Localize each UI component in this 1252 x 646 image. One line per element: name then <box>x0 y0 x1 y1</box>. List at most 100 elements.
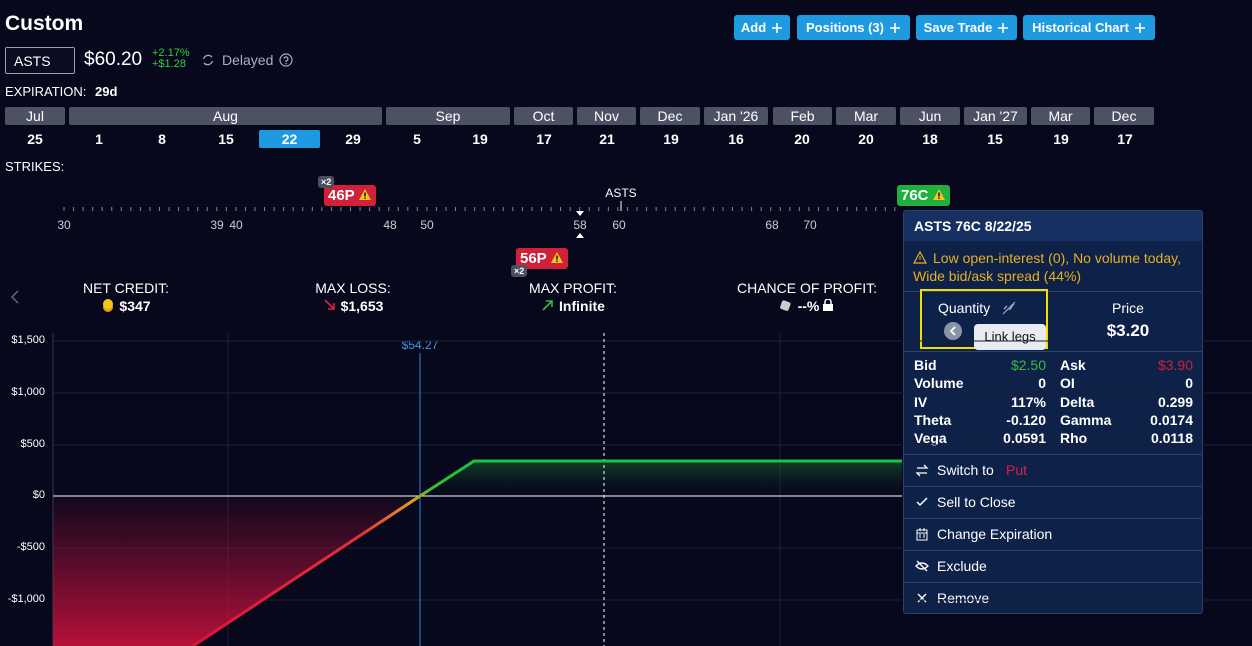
stat-label: MAX LOSS: <box>315 280 391 296</box>
date-option[interactable]: 5 <box>413 131 421 147</box>
stat-icon <box>324 299 335 310</box>
menu-item[interactable]: Switch to Put <box>904 454 1202 486</box>
month-tab[interactable]: Aug <box>69 107 382 125</box>
month-tab[interactable]: Jun <box>900 107 960 125</box>
greek-label: Vega <box>914 430 947 447</box>
lock-icon <box>823 298 834 311</box>
strike-ruler <box>63 207 896 211</box>
month-tab[interactable]: Jan '27 <box>964 107 1027 125</box>
date-option[interactable]: 16 <box>728 131 744 147</box>
button-label: Add <box>740 20 767 35</box>
greek-label: Rho <box>1060 430 1088 447</box>
menu-icon <box>916 497 928 507</box>
greek-value: 0.0118 <box>1150 430 1193 447</box>
greek-label: Theta <box>914 411 952 428</box>
month-tab[interactable]: Jul <box>5 107 65 125</box>
month-tab[interactable]: Dec <box>1094 107 1154 125</box>
strike-label: 48 <box>383 218 397 232</box>
menu-text: Remove <box>937 590 990 606</box>
date-option[interactable]: 15 <box>218 131 234 147</box>
page-title: Custom <box>5 12 84 35</box>
greek-value: 0 <box>1185 375 1193 392</box>
date-option[interactable]: 18 <box>922 131 938 147</box>
price-value: $3.20 <box>1106 321 1150 340</box>
toolbar-button[interactable]: Historical Chart <box>1023 15 1155 40</box>
change-percent: +2.17% <box>152 47 190 59</box>
stat-value: $347 <box>26 298 226 314</box>
date-option[interactable]: 29 <box>345 131 361 147</box>
greek-value: 0 <box>1038 375 1046 392</box>
greek-label: Bid <box>914 357 937 373</box>
ticker-input[interactable]: ASTS <box>5 47 75 74</box>
menu-item[interactable]: Sell to Close <box>904 486 1202 518</box>
stat-value: $1,653 <box>253 298 453 314</box>
stat-label: CHANCE OF PROFIT: <box>736 280 877 296</box>
date-option[interactable]: 22 <box>259 130 320 148</box>
date-option[interactable]: 19 <box>663 131 679 147</box>
strike-label: 60 <box>612 218 626 232</box>
date-option[interactable]: 1 <box>95 131 103 147</box>
month-tab[interactable]: Mar <box>836 107 896 125</box>
greek-value: $3.90 <box>1157 357 1193 373</box>
button-icon <box>890 23 900 33</box>
change-amount: +$1.28 <box>152 58 186 70</box>
menu-text: Switch to <box>937 462 994 478</box>
greek-label: Gamma <box>1060 411 1112 428</box>
date-option[interactable]: 20 <box>794 131 810 147</box>
month-tab[interactable]: Sep <box>386 107 510 125</box>
stat-icon <box>103 299 114 312</box>
toolbar-button[interactable]: Positions (3) <box>797 15 910 40</box>
y-tick-label: $1,500 <box>11 334 45 346</box>
quantity-label: Quantity <box>938 300 991 316</box>
date-option[interactable]: 20 <box>858 131 874 147</box>
leg-badge[interactable]: 56P <box>516 248 568 269</box>
month-tab[interactable]: Jan '26 <box>704 107 768 125</box>
greek-value: 0.299 <box>1157 393 1193 410</box>
leg-popup: ASTS 76C 8/22/25 Low open-interest (0), N… <box>903 210 1203 614</box>
toolbar-button[interactable]: Add <box>734 15 790 40</box>
menu-icon <box>915 560 929 572</box>
button-icon <box>1134 23 1145 33</box>
month-tab[interactable]: Dec <box>640 107 700 125</box>
price-label: Price <box>1112 300 1144 316</box>
date-option[interactable]: 17 <box>536 131 552 147</box>
button-icon <box>772 23 783 33</box>
greek-label: Ask <box>1060 357 1086 373</box>
strike-markers <box>576 211 584 238</box>
month-tab[interactable]: Feb <box>773 107 832 125</box>
menu-icon <box>916 528 928 541</box>
menu-icon <box>915 464 929 477</box>
decrease-button <box>944 322 962 340</box>
expiration-days: 29d <box>95 84 118 99</box>
greek-value: 0.0174 <box>1150 411 1193 428</box>
date-option[interactable]: 15 <box>987 131 1003 147</box>
menu-item[interactable]: Remove <box>904 582 1202 613</box>
leg-quantity: ×2 <box>318 176 335 188</box>
menu-text: Exclude <box>937 558 987 574</box>
y-tick-label: $1,000 <box>11 386 45 398</box>
menu-item[interactable]: Exclude <box>904 550 1202 582</box>
date-option[interactable]: 19 <box>472 131 488 147</box>
leg-badge[interactable]: 76C <box>897 185 950 206</box>
toolbar-button[interactable]: Save Trade <box>916 15 1017 40</box>
month-tab[interactable]: Oct <box>514 107 573 125</box>
date-option[interactable]: 25 <box>27 131 43 147</box>
menu-item[interactable]: Change Expiration <box>904 518 1202 550</box>
stat-icon <box>779 300 791 311</box>
payoff-line <box>192 459 902 646</box>
warning-icon <box>550 252 563 263</box>
delay-status: Delayed <box>222 52 274 68</box>
greek-value: 117% <box>1010 393 1046 410</box>
date-option[interactable]: 21 <box>599 131 615 147</box>
stat-text: --% <box>797 298 820 314</box>
underlying-label: ASTS <box>605 186 637 200</box>
date-option[interactable]: 19 <box>1053 131 1069 147</box>
month-tab[interactable]: Mar <box>1031 107 1090 125</box>
date-option[interactable]: 8 <box>158 131 166 147</box>
leg-badge[interactable]: 46P <box>324 185 376 206</box>
date-option[interactable]: 17 <box>1117 131 1133 147</box>
stat-value: Infinite <box>473 298 673 314</box>
month-tab[interactable]: Nov <box>577 107 636 125</box>
button-label: Positions (3) <box>805 20 884 35</box>
